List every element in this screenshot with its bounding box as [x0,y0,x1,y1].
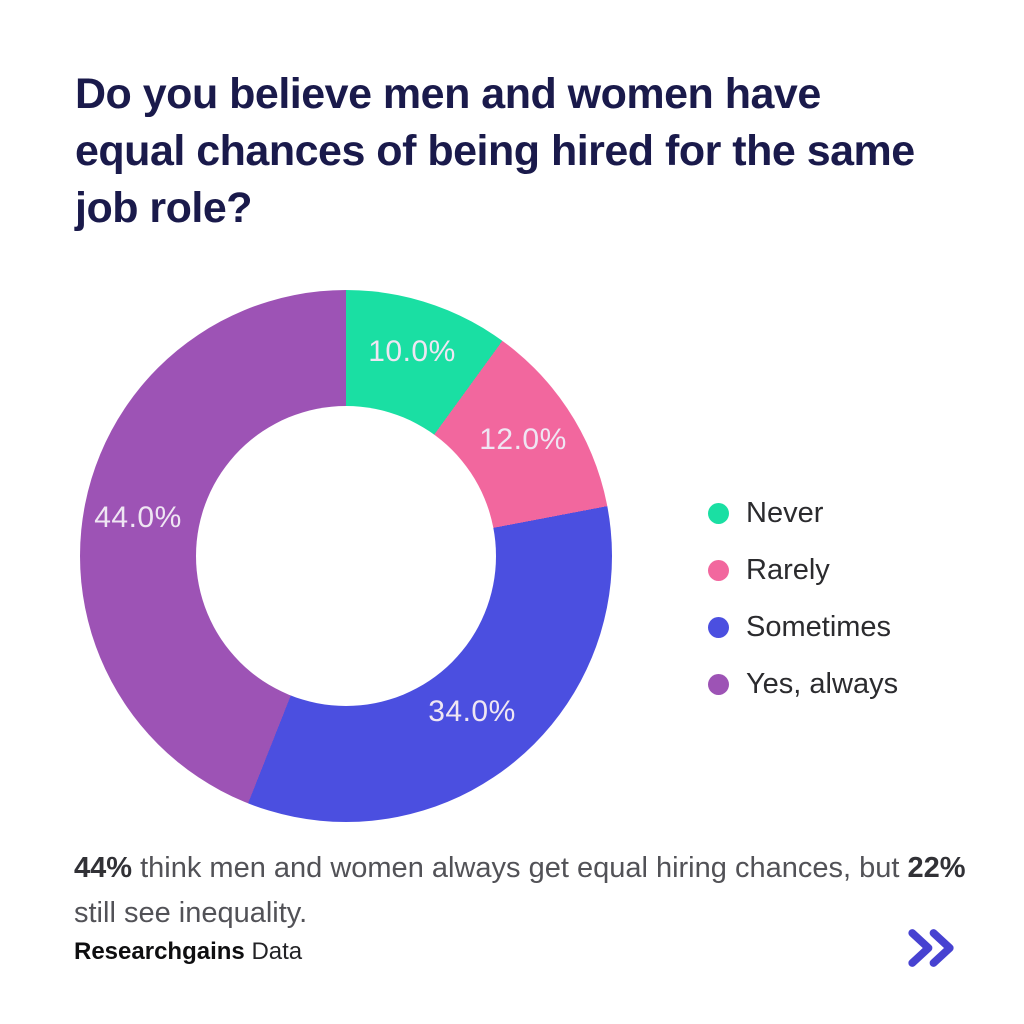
legend-item-yes-always: Yes, always [708,668,898,700]
source-brand: Researchgains [74,938,245,965]
chart-legend: Never Rarely Sometimes Yes, always [708,497,898,725]
summary-stat-22: 22% [907,852,966,884]
legend-item-sometimes: Sometimes [708,611,898,643]
source-label: Data [251,938,303,965]
legend-swatch [708,559,729,581]
donut-hole [196,406,496,706]
legend-label: Yes, always [746,667,899,700]
legend-swatch [708,502,729,524]
legend-item-rarely: Rarely [708,554,898,586]
donut-chart: 10.0% 12.0% 34.0% 44.0% [80,290,612,822]
legend-label: Never [746,496,824,529]
title-line-1: Do you believe men and women have [75,70,821,118]
slice-label-yes-always: 44.0% [94,501,182,534]
summary-text-2: still see inequality. [74,896,308,929]
slice-label-sometimes: 34.0% [428,695,516,728]
legend-item-never: Never [708,497,898,529]
legend-swatch [708,616,729,638]
source-attribution: Researchgains Data [74,938,302,966]
next-button[interactable] [903,925,959,971]
slice-label-rarely: 12.0% [479,423,567,456]
page-title: Do you believe men and women have equal … [75,66,975,238]
double-chevron-right-icon [905,928,957,968]
title-line-3: job role? [75,184,253,233]
title-line-2: equal chances of being hired for the sam… [75,127,915,176]
legend-label: Sometimes [746,610,892,643]
summary-text: 44% think men and women always get equal… [74,846,984,936]
legend-swatch [708,673,729,695]
legend-label: Rarely [746,553,830,586]
summary-stat-44: 44% [74,852,133,884]
slice-label-never: 10.0% [368,335,456,368]
summary-text-1: think men and women always get equal hir… [132,852,908,884]
